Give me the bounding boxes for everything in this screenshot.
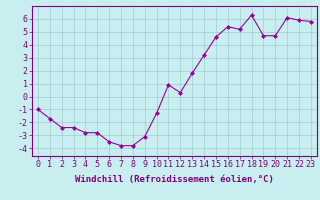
X-axis label: Windchill (Refroidissement éolien,°C): Windchill (Refroidissement éolien,°C) <box>75 175 274 184</box>
